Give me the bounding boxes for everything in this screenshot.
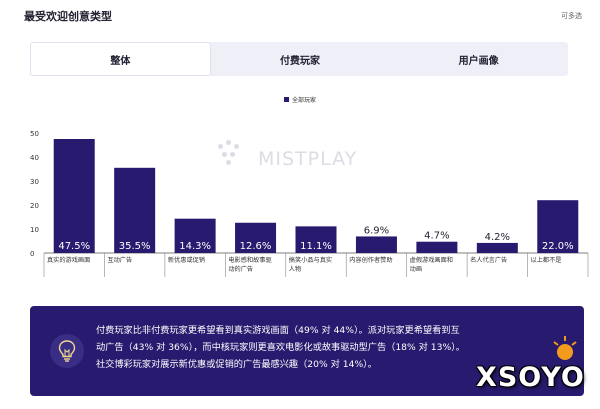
tab-overall[interactable]: 整体 <box>30 42 211 76</box>
tab-paying-players[interactable]: 付费玩家 <box>280 55 320 67</box>
data-label: 12.6% <box>240 241 272 252</box>
chart-svg: 0 10 20 30 40 50 47.5% 真实的游戏画面 35.5% 互动广告 14.3% 新优惠… <box>30 130 589 277</box>
multi-select-note: 可多选 <box>561 12 582 20</box>
category-label: 动的广告 <box>228 265 253 273</box>
bar <box>174 218 216 253</box>
legend-swatch <box>284 97 289 102</box>
y-tick-label: 0 <box>30 250 34 258</box>
data-label: 35.5% <box>119 241 151 252</box>
watermark-logo-icon <box>218 140 256 170</box>
bar <box>295 226 337 253</box>
insight-callout: 付费玩家比非付费玩家更希望看到真实游戏画面（49% 对 44%）。派对玩家更希望… <box>30 306 584 396</box>
legend-label: 全部玩家 <box>292 97 317 104</box>
data-label: 47.5% <box>58 241 90 252</box>
bar <box>235 222 277 253</box>
bar <box>416 241 458 253</box>
y-tick-label: 40 <box>30 154 39 162</box>
category-label: 真实的游戏画面 <box>47 256 90 264</box>
callout-text: 付费玩家比非付费玩家更希望看到真实游戏画面（49% 对 44%）。派对玩家更希望… <box>96 322 566 373</box>
data-label: 4.2% <box>485 232 510 243</box>
page-title: 最受欢迎创意类型 <box>24 10 112 23</box>
data-label: 4.7% <box>424 231 449 242</box>
category-label: 新优惠或促销 <box>168 256 205 264</box>
chart-legend: 全部玩家 <box>284 95 316 104</box>
y-tick-label: 30 <box>30 178 39 186</box>
y-tick-label: 50 <box>30 130 39 138</box>
bar <box>114 167 156 253</box>
bar <box>476 242 518 253</box>
callout-line: 动广告（43% 对 36%），而中核玩家则更喜欢电影化或故事驱动型广告（18% … <box>96 342 465 353</box>
bar <box>53 139 95 253</box>
category-label: 名人代言广告 <box>470 256 507 264</box>
data-label: 14.3% <box>179 241 211 252</box>
callout-line: 付费玩家比非付费玩家更希望看到真实游戏画面（49% 对 44%）。派对玩家更希望… <box>96 325 460 336</box>
data-label: 11.1% <box>300 241 332 252</box>
category-label: 搞笑小品与真实 <box>289 256 332 264</box>
category-label: 电影感和故事驱 <box>228 256 271 264</box>
category-label: 人物 <box>289 265 301 273</box>
category-label: 互动广告 <box>107 256 132 264</box>
bar <box>355 236 397 253</box>
watermark-text: MISTPLAY <box>258 148 358 170</box>
bar-chart: 全部玩家 MISTPLAY 0 10 20 30 40 50 47.5% 真实的游戏画面 35.… <box>0 86 600 286</box>
category-label: 内容创作者赞助 <box>349 256 392 264</box>
brand-watermark: XSOYO <box>476 362 585 393</box>
data-label: 22.0% <box>542 241 574 252</box>
tab-bar: 整体 付费玩家 用户画像 <box>30 42 568 76</box>
header: 最受欢迎创意类型 可多选 <box>24 8 582 24</box>
sun-logo-icon <box>553 336 577 360</box>
lightbulb-icon <box>50 334 84 368</box>
category-label: 虚假游戏画面和 <box>410 256 453 264</box>
y-tick-label: 10 <box>30 226 39 234</box>
bar <box>537 200 579 253</box>
data-label: 6.9% <box>364 225 389 236</box>
y-tick-label: 20 <box>30 202 39 210</box>
tab-user-profile[interactable]: 用户画像 <box>458 55 499 67</box>
category-label: 动画 <box>410 266 422 273</box>
category-label: 以上都不是 <box>531 256 562 264</box>
callout-line: 社交博彩玩家对展示新优惠或促销的广告最感兴趣（20% 对 14%）。 <box>96 359 377 370</box>
